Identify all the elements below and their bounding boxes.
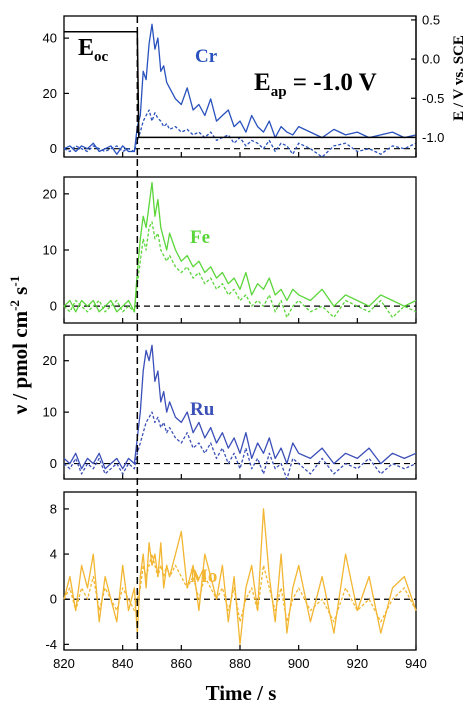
right-y-tick-label: 0.5 xyxy=(422,12,440,27)
series-line-fe-dashed xyxy=(63,221,417,319)
series-label-mo: Mo xyxy=(190,566,217,587)
panel-frame-mo xyxy=(63,491,417,651)
series-label-cr: Cr xyxy=(195,46,218,67)
x-tick-label: 900 xyxy=(288,656,310,671)
y-tick-label-ru: 20 xyxy=(43,353,57,368)
series-line-ru-dashed xyxy=(63,411,417,480)
y-tick-label-mo: -4 xyxy=(45,637,57,652)
y-tick-label-mo: 4 xyxy=(50,547,57,562)
y-tick-label-mo: 0 xyxy=(50,592,57,607)
right-y-tick-label: -0.5 xyxy=(422,91,444,106)
right-axis-title: E / V vs. SCE xyxy=(451,35,467,121)
series-line-ru-solid xyxy=(63,344,417,470)
x-tick-label: 940 xyxy=(405,656,427,671)
series-line-mo-solid xyxy=(63,508,417,646)
x-tick-label: 840 xyxy=(112,656,134,671)
y-tick-label-fe: 20 xyxy=(43,186,57,201)
right-y-tick-label: 0.0 xyxy=(422,52,440,67)
y-tick-label-cr: 40 xyxy=(43,31,57,46)
series-line-cr-dashed xyxy=(63,109,417,158)
y-tick-label-mo: 8 xyxy=(50,501,57,516)
y-tick-label-fe: 10 xyxy=(43,243,57,258)
y-tick-label-cr: 20 xyxy=(43,86,57,101)
x-tick-label: 920 xyxy=(346,656,368,671)
panel-frame-ru xyxy=(63,334,417,480)
y-axis-title: ν / pmol cm-2 s-1 xyxy=(7,276,32,415)
y-tick-label-ru: 10 xyxy=(43,405,57,420)
eap-label: Eap = -1.0 V xyxy=(254,69,377,100)
right-y-tick-label: -1.0 xyxy=(422,130,444,145)
x-axis-title: Time / s xyxy=(206,681,277,705)
series-line-mo-dashed xyxy=(63,553,417,623)
x-tick-label: 820 xyxy=(53,656,75,671)
series-line-fe-solid xyxy=(63,181,417,313)
series-label-ru: Ru xyxy=(190,399,215,420)
y-tick-label-ru: 0 xyxy=(50,456,57,471)
x-tick-label: 880 xyxy=(229,656,251,671)
series-label-fe: Fe xyxy=(190,227,210,248)
series-line-cr-solid xyxy=(63,23,417,155)
x-tick-label: 860 xyxy=(170,656,192,671)
y-tick-label-fe: 0 xyxy=(50,299,57,314)
panels-group: 0 20 40 0.5 0.0 -0.5 -1.0 0 10 20 0 10 20 -4 0 4 8 820 840… xyxy=(43,12,445,671)
eoc-label: Eoc xyxy=(78,35,109,65)
y-tick-label-cr: 0 xyxy=(50,141,57,156)
